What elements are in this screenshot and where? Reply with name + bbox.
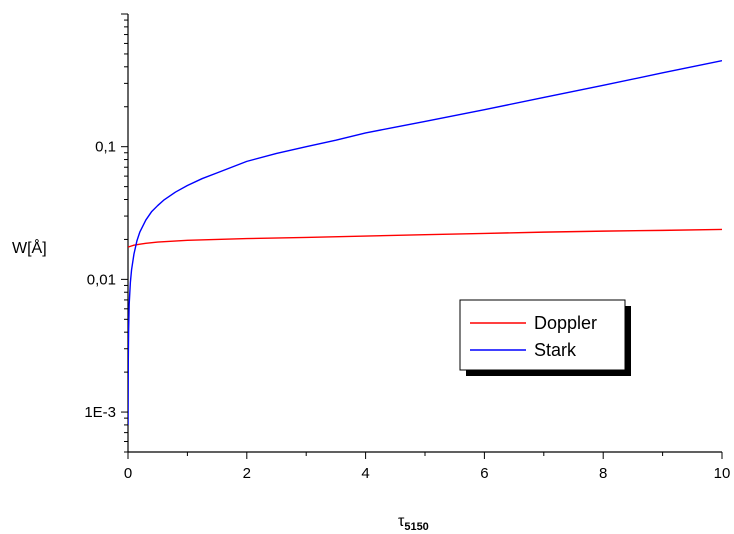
legend-label-doppler: Doppler — [534, 313, 597, 333]
legend: Doppler Stark — [459, 299, 631, 376]
axes — [121, 13, 723, 459]
labels: 0 2 4 6 8 10 1E-3 0,01 0,1 W[Å] τ5150 — [12, 139, 730, 533]
legend-label-stark: Stark — [534, 340, 577, 360]
x-tick-label: 2 — [243, 465, 251, 482]
x-axis-label: τ5150 — [398, 513, 429, 533]
x-tick-label: 8 — [599, 465, 607, 482]
series-line-stark — [128, 59, 722, 425]
x-tick-label: 10 — [714, 465, 731, 482]
x-tick-label: 4 — [361, 465, 369, 482]
series-layer — [128, 59, 722, 425]
x-tick-label: 0 — [124, 465, 132, 482]
legend-box — [459, 299, 626, 371]
series-line-doppler — [128, 228, 722, 248]
y-axis-label: W[Å] — [12, 238, 47, 257]
y-tick-label: 1E-3 — [84, 404, 116, 421]
y-tick-label: 0,1 — [95, 139, 116, 156]
y-tick-label: 0,01 — [87, 271, 116, 288]
x-tick-label: 6 — [480, 465, 488, 482]
